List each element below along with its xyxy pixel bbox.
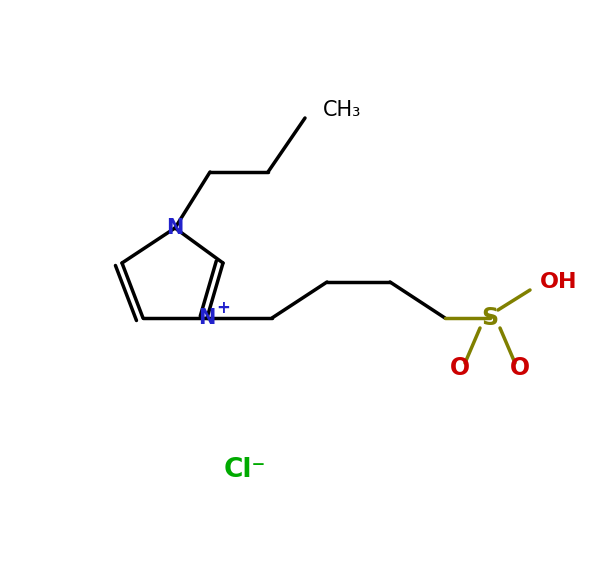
- Text: +: +: [216, 299, 230, 317]
- Text: O: O: [510, 356, 530, 380]
- Text: Cl⁻: Cl⁻: [224, 457, 266, 483]
- Text: CH₃: CH₃: [323, 100, 361, 120]
- Text: OH: OH: [540, 272, 578, 292]
- Text: S: S: [481, 306, 499, 330]
- Text: N: N: [166, 218, 183, 238]
- Text: O: O: [450, 356, 470, 380]
- Text: N: N: [198, 308, 216, 328]
